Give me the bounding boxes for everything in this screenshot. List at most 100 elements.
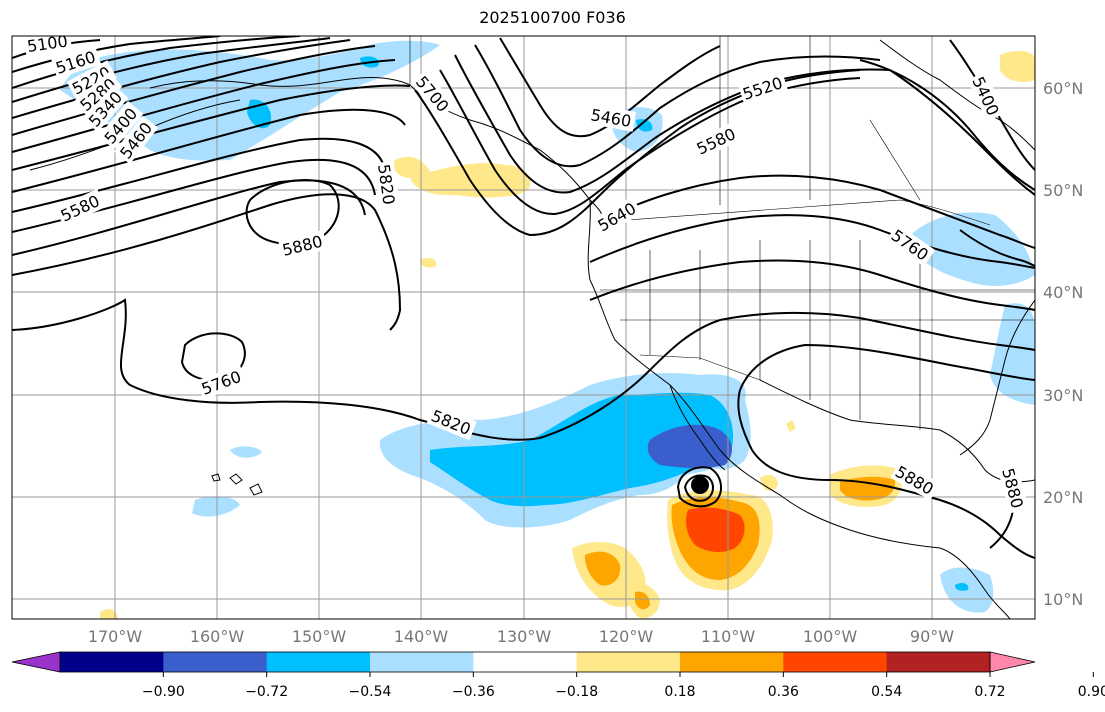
latitude-labels: 60°N 50°N 40°N 30°N 20°N 10°N (1043, 79, 1083, 609)
contour-5580-w (12, 108, 406, 193)
lat-label-30n: 30°N (1043, 386, 1083, 405)
colorbar-tick-label: 0.72 (974, 684, 1005, 700)
contour-5580-e (889, 69, 1035, 196)
colorbar-tick-label: 0.90 (1078, 684, 1105, 700)
lon-label-120w: 120°W (599, 627, 654, 646)
shade-offshore-red (686, 507, 745, 552)
colorbar-tick-label: 0.36 (768, 684, 799, 700)
shade-gulf-alaska-yellow (393, 156, 531, 198)
shade-ne-yellow (1000, 50, 1035, 82)
colorbar-segment (680, 652, 784, 672)
longitude-labels: 170°W 160°W 150°W 140°W 130°W 120°W 110°… (88, 627, 954, 646)
contour-5760-ne (959, 229, 1035, 267)
shade-small-yellow (420, 258, 437, 268)
lat-label-10n: 10°N (1043, 590, 1083, 609)
lon-label-110w: 110°W (701, 627, 756, 646)
contour-5880-e (739, 343, 1035, 391)
lon-label-90w: 90°W (910, 627, 954, 646)
shade-mexico-east-mid (955, 582, 969, 591)
contour-5820-loop (12, 298, 721, 441)
shade-east-light (905, 212, 1035, 286)
contour-low-2 (683, 474, 714, 502)
coast-baja (669, 384, 726, 471)
shade-gulf-mexico-orange (840, 476, 896, 501)
contour-5760-e (589, 259, 1035, 311)
low-center-marker (691, 476, 709, 494)
contour-5520-w (12, 84, 411, 171)
shade-tropical-mid (430, 392, 734, 507)
contour-5460-n (499, 37, 721, 138)
lon-label-170w: 170°W (88, 627, 143, 646)
shade-hawaii-small (192, 446, 262, 517)
shade-pacific-orange-2 (635, 591, 650, 610)
contour-5760-w (12, 179, 366, 256)
gridlines (12, 36, 1035, 619)
colorbar-segment (886, 652, 991, 672)
contour-5880-s (737, 389, 1035, 559)
border-us-canada (599, 199, 991, 226)
contour-5400-w (12, 45, 376, 136)
colorbar-outline (59, 651, 991, 673)
contour-5520-n (474, 44, 881, 168)
colorbar-segment (60, 652, 164, 672)
coast-west-na (587, 199, 1011, 619)
contour-5820-n (12, 193, 402, 331)
coast-hudson (879, 39, 1035, 151)
shade-bottom-yellow (100, 609, 118, 619)
contour-5700-w (12, 158, 376, 233)
contour-5700-e (589, 214, 1035, 269)
shade-pacific-orange-1 (584, 551, 621, 586)
lon-label-150w: 150°W (292, 627, 347, 646)
contour-5460-w (12, 59, 396, 153)
colorbar-tick-label: −0.36 (452, 684, 495, 700)
border-canada (719, 36, 921, 205)
colorbar-segment (163, 652, 268, 672)
colorbar-segment (473, 652, 578, 672)
lon-label-140w: 140°W (394, 627, 449, 646)
colorbar-tick-label: −0.90 (142, 684, 185, 700)
borders (409, 36, 1035, 430)
contour-low-1 (676, 466, 722, 508)
lon-label-160w: 160°W (190, 627, 245, 646)
lat-label-20n: 20°N (1043, 488, 1083, 507)
colorbar-tick-label: −0.72 (245, 684, 288, 700)
colorbar-segment (370, 652, 474, 672)
contour-5220 (12, 36, 301, 89)
lat-label-50n: 50°N (1043, 181, 1083, 200)
colorbar-segment (783, 652, 888, 672)
contour-5340 (12, 39, 351, 119)
lon-label-100w: 100°W (803, 627, 858, 646)
map-frame (11, 35, 1036, 620)
colorbar-tick-label: −0.18 (555, 684, 598, 700)
contour-5280 (12, 37, 331, 103)
colorbar-segment (576, 652, 681, 672)
shade-tropical-dark (647, 424, 732, 469)
contour-5820-e (719, 311, 1035, 351)
coast-hawaii (211, 473, 263, 496)
colorbar-tick-label: 0.54 (871, 684, 902, 700)
plot-title: 2025100700 F036 (479, 8, 626, 27)
colorbar-extend-low (11, 651, 61, 673)
contour-label-5100: 5100 (26, 31, 69, 55)
colorbar-tick-label: 0.18 (664, 684, 695, 700)
colorbar: −0.90 −0.72 −0.54 −0.36 −0.18 0.18 0.36 0.54 0.7… (11, 651, 1105, 700)
colorbar-segments (11, 651, 1036, 673)
shade-yucatan-yellow (760, 420, 796, 491)
contour-5760-closed (180, 332, 246, 382)
border-states (600, 240, 1035, 430)
map-panel: 5100 5160 5220 5280 5340 5400 5460 5580 … (12, 31, 1035, 619)
lon-label-130w: 130°W (497, 627, 552, 646)
shade-east-coast (990, 303, 1035, 405)
colorbar-segment (266, 652, 371, 672)
contour-5580-n (454, 54, 891, 194)
contour-5640-e (599, 174, 1035, 249)
coast-east (959, 299, 1035, 456)
colorbar-tick-label: −0.54 (349, 684, 392, 700)
contour-5160 (12, 36, 221, 73)
lat-label-60n: 60°N (1043, 79, 1083, 98)
colorbar-extend-high (989, 651, 1036, 673)
colorbar-ticks: −0.90 −0.72 −0.54 −0.36 −0.18 0.18 0.36 0.54 0.7… (142, 672, 1105, 700)
coast-gulf (759, 379, 1035, 483)
shading-negative (60, 40, 1035, 613)
